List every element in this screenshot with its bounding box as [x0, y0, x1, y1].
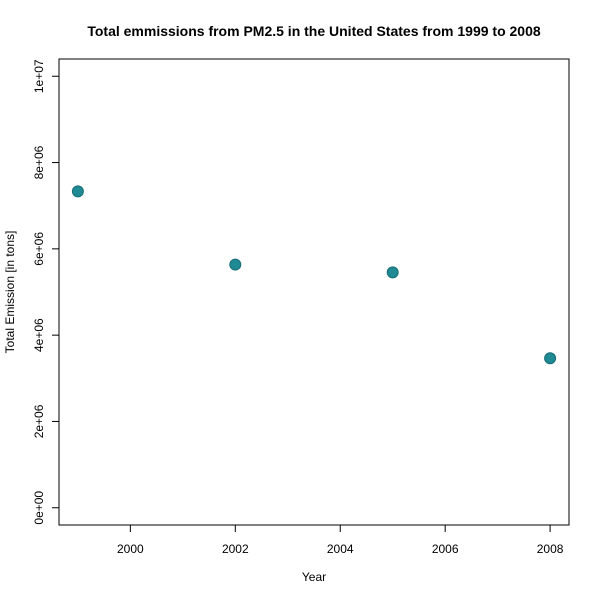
x-axis-label: Year: [302, 570, 326, 584]
data-points: [71, 185, 557, 365]
x-tick-label: 2004: [327, 542, 354, 556]
data-point: [386, 266, 399, 279]
x-tick-label: 2008: [537, 542, 564, 556]
y-tick-label: 2e+06: [32, 404, 46, 438]
y-tick-label: 4e+06: [32, 318, 46, 352]
y-tick-label: 8e+06: [32, 145, 46, 179]
plot-frame: [58, 58, 570, 526]
data-point: [71, 185, 84, 198]
x-tick-label: 2006: [432, 542, 459, 556]
y-tick-label: 1e+07: [32, 59, 46, 93]
data-point: [544, 352, 557, 365]
chart-title: Total emmissions from PM2.5 in the Unite…: [87, 23, 541, 39]
x-axis: 2000 2002 2004 2006 2008: [117, 525, 564, 556]
x-tick-label: 2000: [117, 542, 144, 556]
y-axis-label: Total Emission [in tons]: [3, 231, 17, 354]
x-tick-label: 2002: [222, 542, 249, 556]
y-tick-label: 6e+06: [32, 232, 46, 266]
y-axis: 0e+00 2e+06 4e+06 6e+06 8e+06 1e+07: [32, 59, 59, 525]
data-point: [229, 258, 242, 271]
y-tick-label: 0e+00: [32, 491, 46, 525]
